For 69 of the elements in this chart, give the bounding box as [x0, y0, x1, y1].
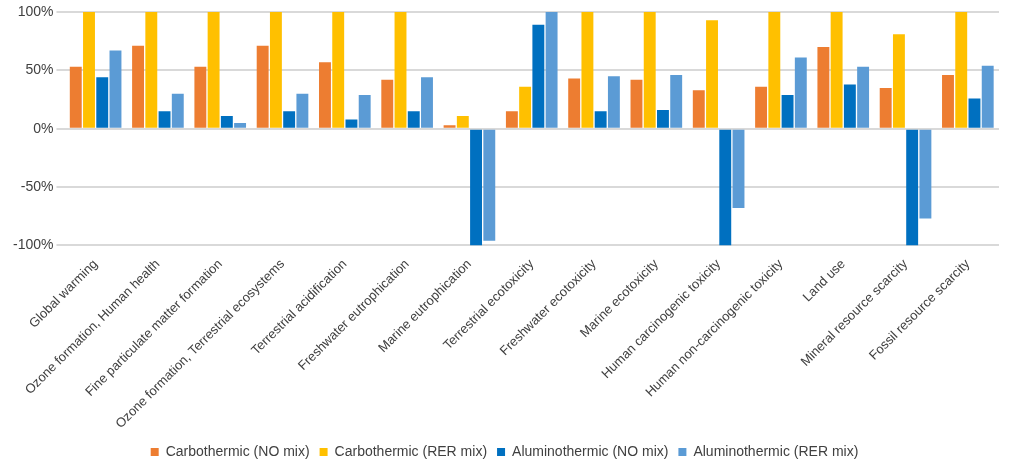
bar: [381, 79, 394, 128]
legend-label: Carbothermic (NO mix): [165, 442, 310, 459]
bar: [981, 65, 994, 128]
y-tick-label: -100%: [13, 236, 54, 253]
bar: [421, 77, 433, 128]
bar: [755, 86, 768, 128]
bar: [906, 129, 919, 246]
bar: [283, 111, 296, 128]
bar: [220, 115, 233, 128]
bar: [643, 12, 656, 128]
bar: [96, 77, 109, 128]
bar: [505, 111, 518, 128]
bar: [955, 12, 968, 128]
bar: [594, 111, 607, 128]
bar: [768, 12, 781, 128]
legend-label: Carbothermic (RER mix): [334, 442, 488, 459]
bar: [532, 24, 545, 128]
bar: [69, 66, 82, 128]
bar: [194, 66, 207, 128]
bar: [234, 122, 247, 128]
bar: [942, 75, 954, 128]
bar: [345, 119, 358, 128]
y-tick-label: -50%: [20, 177, 54, 194]
bar: [358, 94, 371, 128]
bar: [817, 47, 830, 128]
bar: [296, 93, 309, 128]
y-tick-label: 50%: [25, 61, 54, 78]
bar: [879, 87, 892, 128]
bar: [407, 111, 420, 128]
bar: [483, 129, 496, 241]
bar: [857, 66, 870, 128]
bar: [657, 110, 669, 128]
bar: [892, 34, 905, 128]
bar: [456, 115, 469, 128]
bar: [171, 93, 184, 128]
bar: [256, 45, 269, 128]
bar: [109, 50, 122, 128]
bar: [145, 12, 158, 128]
bar: [207, 12, 220, 128]
bar: [545, 12, 558, 128]
bar: [332, 12, 345, 128]
bar: [319, 62, 331, 128]
legend-label: Aluminothermic (NO mix): [512, 442, 669, 459]
bar: [692, 90, 705, 128]
bar: [132, 45, 145, 128]
bar: [794, 57, 807, 128]
bar: [968, 98, 981, 128]
bar: [706, 20, 718, 128]
bar: [607, 76, 620, 128]
bar: [732, 129, 745, 209]
legend-label: Aluminothermic (RER mix): [693, 442, 859, 459]
bar: [568, 78, 581, 128]
bar: [830, 12, 843, 128]
bar: [394, 12, 407, 128]
bar: [83, 12, 95, 128]
bar: [919, 129, 932, 219]
bar: [519, 86, 532, 128]
bar: [670, 75, 683, 128]
bar: [843, 84, 856, 128]
bar: [719, 129, 732, 246]
bar: [781, 94, 794, 128]
bar: [158, 111, 171, 128]
y-tick-label: 100%: [17, 2, 54, 19]
bar: [630, 79, 643, 128]
bar: [269, 12, 282, 128]
bar: [443, 125, 456, 128]
bar: [470, 129, 483, 246]
y-tick-label: 0%: [33, 119, 54, 136]
bar: [581, 12, 594, 128]
